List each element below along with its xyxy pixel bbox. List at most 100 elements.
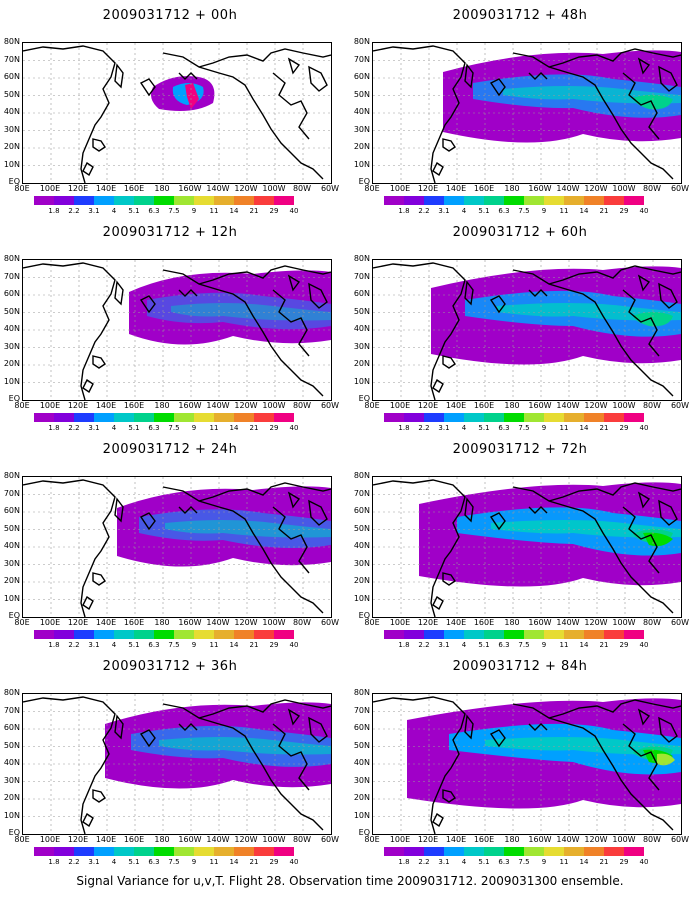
- coastline: [432, 378, 444, 394]
- color-bar-label: 5.1: [478, 207, 490, 215]
- coastline: [178, 506, 198, 514]
- longitude-label: 120E: [417, 401, 439, 410]
- map-svg: [373, 477, 681, 617]
- coastline: [287, 491, 301, 509]
- color-bar-swatch: [214, 196, 234, 205]
- coastline: [287, 274, 301, 292]
- longitude-label: 100W: [612, 401, 636, 410]
- longitude-label: 80E: [14, 184, 30, 193]
- color-bar-swatch: [524, 196, 544, 205]
- latitude-label: 10N: [3, 159, 20, 169]
- latitude-label: 70N: [3, 488, 20, 498]
- coastline: [198, 482, 331, 502]
- coastline: [528, 72, 548, 80]
- color-bar-label: 14: [579, 207, 589, 215]
- latitude-label: 10N: [3, 810, 20, 820]
- longitude-label: 160W: [178, 401, 202, 410]
- color-bar-swatch: [464, 196, 484, 205]
- color-bar-swatch: [34, 847, 54, 856]
- longitude-label: 80E: [364, 401, 380, 410]
- color-bar-label: 21: [249, 207, 259, 215]
- longitude-label: 80W: [292, 184, 312, 193]
- map-panel: 2009031712 + 48h 80N 70N 60N 50N 40N 30N 20N 10N…: [350, 0, 690, 216]
- coastline: [528, 723, 548, 731]
- panel-title: 2009031712 + 36h: [102, 659, 238, 674]
- color-bar-swatch: [154, 630, 174, 639]
- color-bar-label: 29: [269, 858, 279, 866]
- coastline: [114, 280, 124, 306]
- color-bar-label: 40: [639, 207, 649, 215]
- longitude-label: 100E: [39, 618, 61, 627]
- color-bar-label: 4: [461, 641, 467, 649]
- color-bar-label: 4: [461, 424, 467, 432]
- longitude-label: 120E: [417, 184, 439, 193]
- longitude-label: 120E: [67, 618, 89, 627]
- color-bar-swatch: [134, 196, 154, 205]
- coastline: [489, 78, 506, 97]
- color-bar-swatch: [444, 630, 464, 639]
- coastline: [287, 57, 301, 75]
- coastline: [489, 295, 506, 314]
- longitude-label: 120W: [234, 618, 258, 627]
- color-bar-swatch: [234, 196, 254, 205]
- color-bar-swatch: [544, 847, 564, 856]
- longitude-label: 80W: [292, 835, 312, 844]
- color-bar-label: 11: [209, 424, 219, 432]
- latitude-label: 10N: [353, 810, 370, 820]
- longitude-label: 100E: [39, 401, 61, 410]
- map-area: [22, 42, 332, 184]
- panel-title: 2009031712 + 00h: [102, 8, 238, 23]
- color-bar-swatch: [504, 413, 524, 422]
- map-svg: [23, 260, 331, 400]
- color-bar-label: 29: [619, 424, 629, 432]
- color-bar-swatch: [564, 413, 584, 422]
- coastline: [114, 714, 124, 740]
- coastline: [92, 355, 106, 369]
- coastline: [272, 723, 310, 791]
- longitude-label: 180: [154, 618, 170, 627]
- color-bar-swatch: [384, 847, 404, 856]
- longitude-label: 80W: [292, 618, 312, 627]
- longitude-label: 60W: [320, 618, 340, 627]
- latitude-label: 50N: [353, 740, 370, 750]
- color-bar-label: 4: [111, 207, 117, 215]
- color-bar-swatch: [564, 847, 584, 856]
- latitude-label: 20N: [353, 142, 370, 151]
- color-bar-label: 3.1: [438, 858, 450, 866]
- latitude-label: 20N: [3, 142, 20, 151]
- latitude-label: 50N: [3, 523, 20, 533]
- color-bar-swatch: [624, 413, 644, 422]
- color-bar: [34, 630, 294, 639]
- map-svg: [23, 694, 331, 834]
- coastline: [114, 497, 124, 523]
- color-bar-swatch: [34, 196, 54, 205]
- latitude-label: 20N: [3, 359, 20, 368]
- latitude-label: 30N: [353, 341, 370, 351]
- longitude-label: 120E: [67, 401, 89, 410]
- color-bar-swatch: [174, 413, 194, 422]
- coastline: [162, 703, 324, 831]
- color-bar-swatch: [54, 196, 74, 205]
- latitude-label: 10N: [353, 593, 370, 603]
- coastline: [622, 289, 660, 357]
- color-bar-swatch: [464, 413, 484, 422]
- color-bar-label: 21: [249, 424, 259, 432]
- color-bar-label: 7.5: [168, 207, 180, 215]
- longitude-label: 100W: [612, 184, 636, 193]
- color-bar-swatch: [624, 847, 644, 856]
- longitude-label: 140E: [95, 835, 117, 844]
- coastline: [82, 161, 94, 177]
- color-bar-label: 11: [559, 641, 569, 649]
- latitude-label: 60N: [353, 723, 370, 732]
- color-bar-swatch: [194, 630, 214, 639]
- coastline: [622, 72, 660, 140]
- color-bar-swatch: [484, 630, 504, 639]
- map-panel: 2009031712 + 36h 80N 70N 60N 50N 40N 30N 20N 10N…: [0, 651, 340, 867]
- longitude-label: 80W: [292, 401, 312, 410]
- longitude-label: 140E: [445, 184, 467, 193]
- coastline: [548, 699, 681, 719]
- color-bar-label: 7.5: [168, 641, 180, 649]
- latitude-label: 50N: [353, 306, 370, 316]
- color-bar-label: 9: [541, 858, 547, 866]
- longitude-label: 60W: [670, 184, 690, 193]
